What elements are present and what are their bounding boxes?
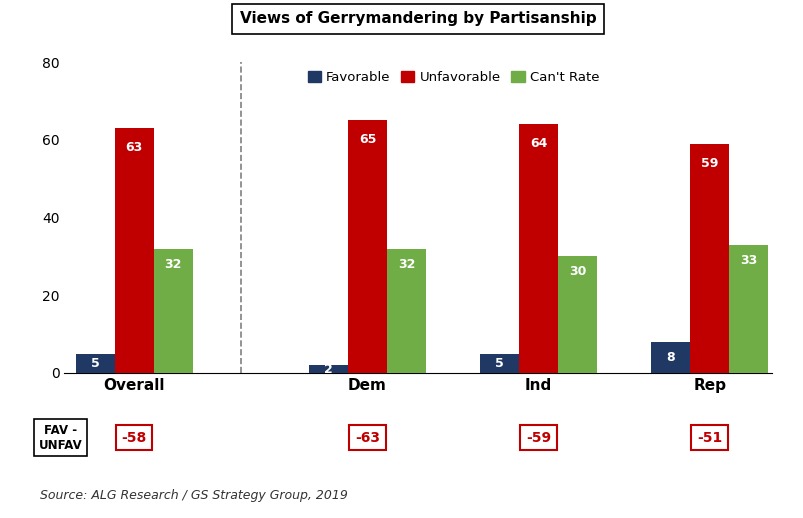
Text: 63: 63	[125, 141, 143, 154]
Bar	[557, 256, 596, 373]
Text: 64: 64	[529, 137, 547, 150]
Bar	[386, 249, 426, 373]
Bar	[153, 249, 193, 373]
Legend: Favorable, Unfavorable, Can't Rate: Favorable, Unfavorable, Can't Rate	[302, 66, 604, 89]
Bar	[650, 342, 689, 373]
Text: -63: -63	[355, 430, 380, 445]
Text: Source: ALG Research / GS Strategy Group, 2019: Source: ALG Research / GS Strategy Group…	[40, 490, 348, 502]
Text: FAV -
UNFAV: FAV - UNFAV	[39, 424, 82, 452]
Text: 32: 32	[165, 257, 181, 271]
Text: 33: 33	[739, 254, 756, 267]
Text: -59: -59	[525, 430, 551, 445]
Bar	[348, 121, 386, 373]
Text: 30: 30	[568, 265, 585, 279]
Bar	[728, 245, 767, 373]
Title: Views of Gerrymandering by Partisanship: Views of Gerrymandering by Partisanship	[239, 11, 596, 26]
Bar	[76, 353, 115, 373]
Text: 5: 5	[91, 357, 100, 370]
Text: -58: -58	[121, 430, 147, 445]
Bar	[115, 128, 153, 373]
Text: 32: 32	[397, 257, 414, 271]
Text: 8: 8	[666, 351, 675, 364]
Bar	[479, 353, 519, 373]
Text: 5: 5	[495, 357, 503, 370]
Bar	[689, 143, 728, 373]
Text: 65: 65	[358, 133, 376, 147]
Bar	[519, 124, 557, 373]
Text: -51: -51	[696, 430, 721, 445]
Text: 2: 2	[324, 363, 332, 376]
Text: 59: 59	[700, 156, 717, 170]
Bar	[309, 365, 348, 373]
